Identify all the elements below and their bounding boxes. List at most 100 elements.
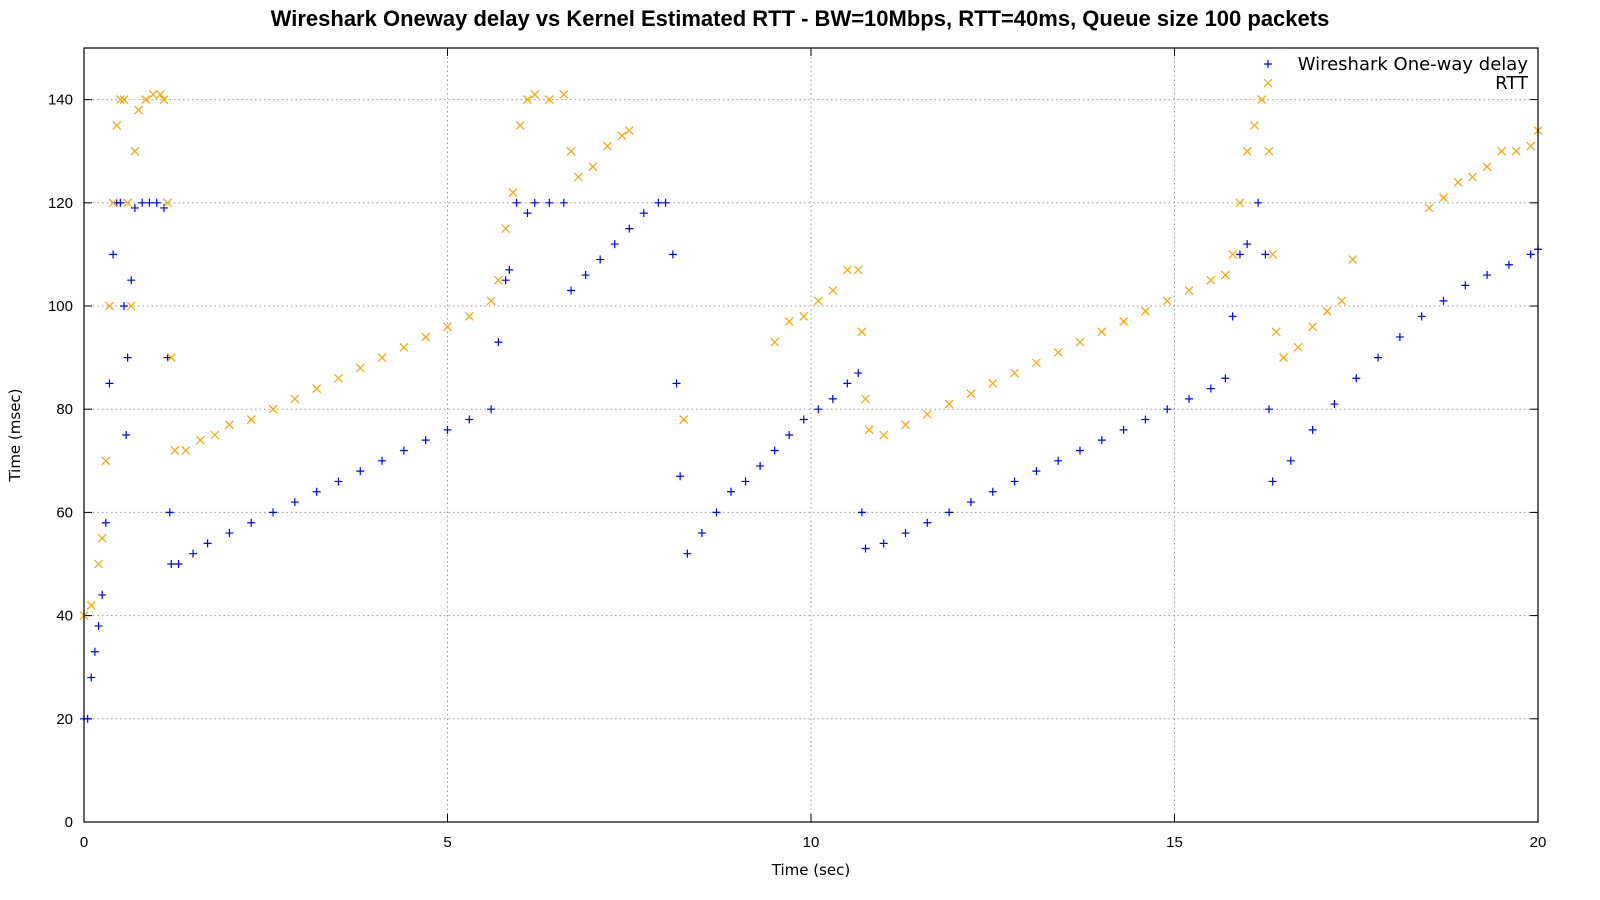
rtt-point — [166, 353, 176, 363]
one-way-delay-point — [269, 508, 278, 517]
rtt-point — [566, 146, 576, 156]
one-way-delay-point — [581, 271, 590, 280]
one-way-delay-point — [523, 209, 532, 218]
one-way-delay-point — [1308, 425, 1317, 434]
y-tick-label: 0 — [65, 814, 73, 831]
rtt-point — [1206, 275, 1216, 285]
rtt-point — [515, 120, 525, 130]
one-way-delay-point — [1097, 436, 1106, 445]
rtt-point — [421, 332, 431, 342]
one-way-delay-point — [1439, 296, 1448, 305]
rtt-point — [355, 363, 365, 373]
one-way-delay-point — [697, 529, 706, 538]
one-way-delay-point — [712, 508, 721, 517]
legend-cross-marker — [1263, 78, 1273, 88]
one-way-delay-point — [1185, 394, 1194, 403]
rtt-point — [115, 95, 125, 105]
rtt-point — [443, 322, 452, 332]
chart-title: Wireshark Oneway delay vs Kernel Estimat… — [270, 6, 1330, 31]
one-way-delay-point — [159, 203, 168, 212]
x-tick-label: 15 — [1166, 834, 1183, 851]
one-way-delay-point — [966, 498, 975, 507]
one-way-delay-point — [1504, 260, 1513, 269]
rtt-point — [1497, 146, 1507, 156]
rtt-point — [1220, 270, 1230, 280]
rtt-point — [141, 95, 151, 105]
x-tick-label: 5 — [443, 834, 451, 851]
one-way-delay-point — [668, 250, 677, 259]
one-way-delay-point — [443, 425, 452, 434]
rtt-point — [119, 95, 129, 105]
rtt-point — [163, 198, 173, 208]
rtt-point — [290, 394, 300, 404]
one-way-delay-point — [119, 302, 128, 310]
rtt-series — [79, 90, 1543, 621]
rtt-point — [170, 446, 180, 455]
one-way-delay-point — [672, 379, 681, 388]
rtt-point — [544, 95, 554, 105]
rtt-point — [493, 275, 503, 285]
rtt-point — [486, 296, 496, 306]
one-way-delay-point — [145, 198, 154, 207]
one-way-delay-point — [545, 198, 554, 207]
one-way-delay-point — [676, 472, 685, 481]
one-way-delay-point — [487, 405, 496, 414]
rtt-point — [1468, 172, 1477, 182]
legend-marker-cross — [1263, 78, 1273, 88]
rtt-point — [1322, 306, 1332, 316]
one-way-delay-point — [1483, 271, 1492, 280]
one-way-delay-point — [1075, 446, 1084, 455]
one-way-delay-point — [421, 436, 430, 445]
one-way-delay-point — [101, 518, 110, 527]
rtt-point — [770, 337, 780, 347]
legend: Wireshark One-way delay RTT — [1263, 54, 1529, 94]
one-way-delay-point — [1352, 374, 1361, 383]
rtt-point — [134, 105, 143, 115]
one-way-delay-point — [785, 431, 794, 439]
one-way-delay-point — [356, 467, 365, 476]
one-way-delay-point — [247, 518, 256, 527]
one-way-delay-point — [203, 539, 212, 548]
one-way-delay-point — [152, 198, 161, 207]
one-way-delay-point — [290, 498, 299, 507]
rtt-point — [105, 301, 114, 311]
rtt-point — [1337, 296, 1347, 306]
rtt-point — [130, 146, 140, 156]
one-way-delay-point — [923, 518, 932, 527]
rtt-point — [108, 198, 118, 208]
rtt-point — [1053, 348, 1063, 357]
rtt-point — [1140, 306, 1150, 316]
rtt-point — [112, 120, 122, 130]
one-way-delay-point — [814, 405, 823, 414]
one-way-delay-point — [167, 560, 176, 568]
rtt-point — [1348, 255, 1358, 264]
one-way-delay-point — [861, 544, 870, 553]
rtt-point — [1162, 296, 1172, 306]
one-way-delay-point — [505, 265, 514, 274]
rtt-point — [922, 409, 932, 419]
rtt-point — [1482, 162, 1492, 172]
one-way-delay-point — [799, 415, 808, 424]
one-way-delay-point — [1032, 467, 1041, 476]
rtt-point — [268, 404, 278, 414]
rtt-point — [1075, 337, 1085, 347]
one-way-delay-point — [756, 461, 765, 470]
y-tick-label: 140 — [48, 92, 73, 109]
one-way-delay-point — [654, 198, 663, 207]
rtt-point — [853, 265, 863, 275]
rtt-point — [588, 162, 598, 172]
one-way-delay-point — [567, 286, 576, 295]
one-way-delay-point — [94, 621, 103, 630]
one-way-delay-point — [83, 714, 92, 723]
one-way-delay-point — [1374, 353, 1383, 362]
one-way-delay-point — [1206, 384, 1215, 393]
one-way-delay-point — [494, 338, 503, 347]
one-way-delay-point — [465, 415, 474, 424]
rtt-point — [813, 296, 823, 306]
rtt-point — [624, 126, 634, 135]
one-way-delay-point — [1265, 405, 1274, 414]
rtt-point — [312, 384, 322, 393]
rtt-point — [1228, 249, 1238, 259]
rtt-point — [530, 90, 540, 99]
